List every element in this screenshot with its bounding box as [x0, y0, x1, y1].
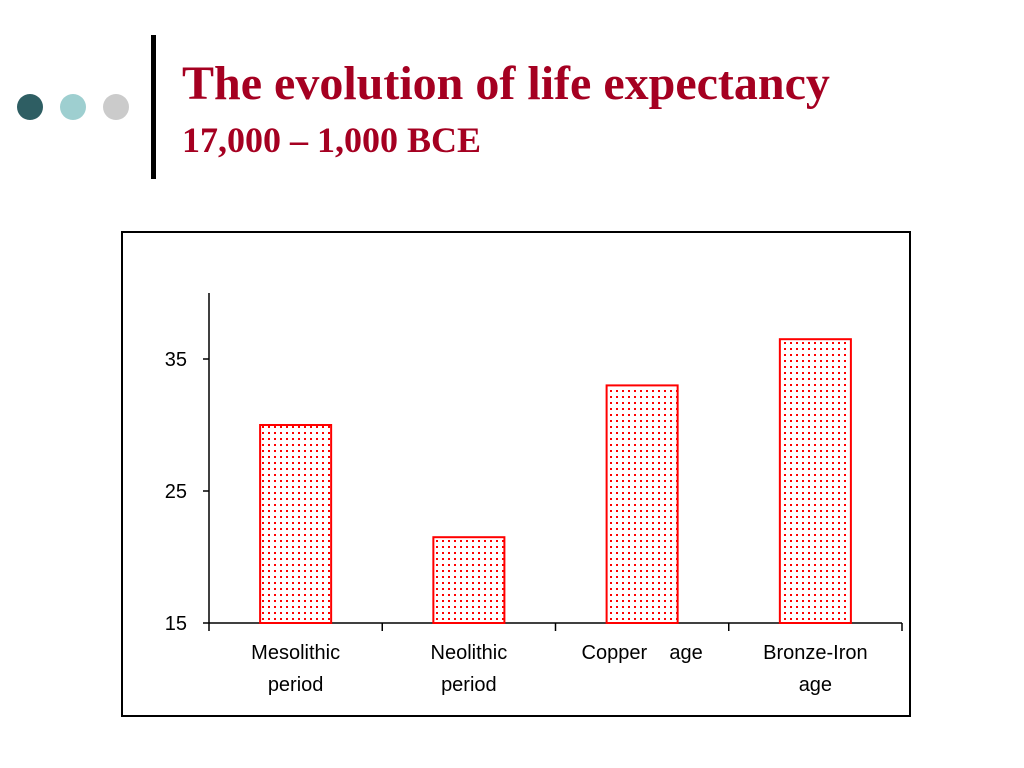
x-category-label: Copper age — [582, 642, 703, 664]
bullet-dot-teal-icon — [60, 94, 86, 120]
bullet-dot-gray-icon — [103, 94, 129, 120]
chart-labels: 15 25 35 Mesolithic period Neolithic period Cop… — [165, 349, 868, 696]
bullet-dot-dark-icon — [17, 94, 43, 120]
bar-chart: 15 25 35 Mesolithic period Neolithic period Cop… — [165, 293, 903, 696]
bar-1 — [259, 424, 333, 624]
title-divider — [151, 35, 156, 179]
chart-bars — [259, 338, 852, 625]
x-category-label: Bronze-Iron — [763, 642, 868, 664]
bar-2 — [432, 536, 506, 625]
chart-frame: 15 25 35 Mesolithic period Neolithic period Cop… — [121, 231, 911, 717]
x-category-label: period — [268, 674, 324, 696]
x-category-label: Mesolithic — [251, 642, 340, 664]
slide-title: The evolution of life expectancy — [182, 57, 830, 110]
x-category-label: Neolithic — [431, 642, 508, 664]
slide-subtitle: 17,000 – 1,000 BCE — [182, 120, 482, 160]
y-tick-label: 35 — [165, 349, 187, 371]
y-tick-label: 25 — [165, 481, 187, 503]
x-category-label: age — [799, 674, 832, 696]
x-category-label: period — [441, 674, 497, 696]
y-tick-label: 15 — [165, 613, 187, 635]
bar-3 — [605, 384, 679, 624]
bar-4 — [778, 338, 852, 624]
